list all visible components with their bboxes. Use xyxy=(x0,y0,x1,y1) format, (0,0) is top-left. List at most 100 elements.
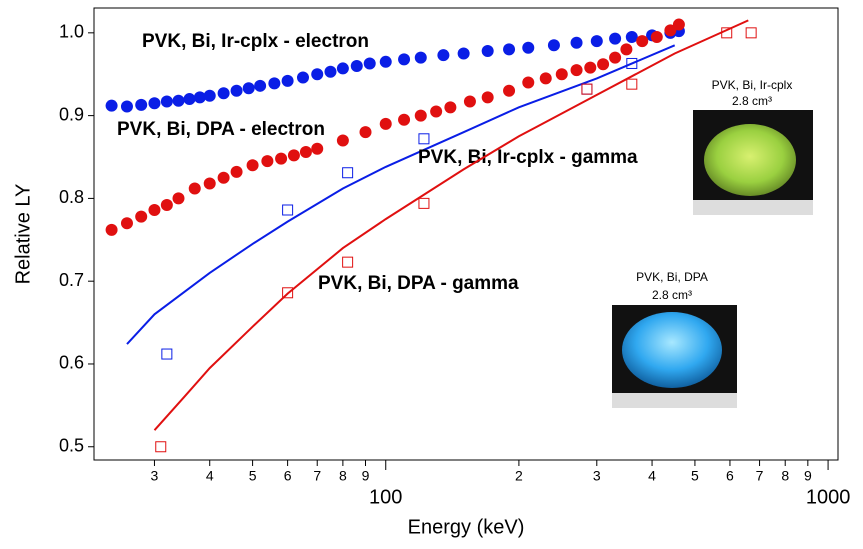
data-point xyxy=(275,153,287,165)
x-tick-label: 6 xyxy=(726,468,734,484)
data-point xyxy=(503,43,515,55)
x-tick-label: 4 xyxy=(206,468,214,484)
data-point xyxy=(503,85,515,97)
data-point xyxy=(582,84,592,94)
x-tick-label: 2 xyxy=(515,468,523,484)
chart: PVK, Bi, Ir-cplx 2.8 cm³ PVK, Bi, DPA 2.… xyxy=(0,0,863,549)
x-tick-label: 9 xyxy=(804,468,812,484)
x-tick-label: 7 xyxy=(313,468,321,484)
data-point xyxy=(324,66,336,78)
data-point xyxy=(620,43,632,55)
inset-caption: PVK, Bi, DPA xyxy=(636,270,708,284)
data-point xyxy=(636,35,648,47)
data-point xyxy=(609,52,621,64)
x-axis-label: Energy (keV) xyxy=(408,516,525,538)
y-tick-label: 0.6 xyxy=(59,353,84,373)
data-point xyxy=(556,68,568,80)
data-point xyxy=(297,72,309,84)
data-point xyxy=(398,114,410,126)
x-tick-label: 6 xyxy=(284,468,292,484)
data-point xyxy=(437,49,449,61)
data-point xyxy=(268,77,280,89)
x-tick-label: 4 xyxy=(648,468,656,484)
data-point xyxy=(651,31,663,43)
data-point xyxy=(419,198,429,208)
data-point xyxy=(204,90,216,102)
y-axis-label: Relative LY xyxy=(12,184,34,285)
data-point xyxy=(121,101,133,113)
data-point xyxy=(189,182,201,194)
data-point xyxy=(540,72,552,84)
data-point xyxy=(351,60,363,72)
data-point xyxy=(300,146,312,158)
data-point xyxy=(380,118,392,130)
data-point xyxy=(343,257,353,267)
data-point xyxy=(243,82,255,94)
data-point xyxy=(161,199,173,211)
data-point xyxy=(231,85,243,97)
data-point xyxy=(571,37,583,49)
series-label: PVK, Bi, DPA - electron xyxy=(117,119,325,140)
y-tick-label: 0.8 xyxy=(59,187,84,207)
x-tick-label: 7 xyxy=(756,468,764,484)
data-point xyxy=(430,105,442,117)
data-point xyxy=(458,48,470,60)
data-point xyxy=(482,91,494,103)
data-point xyxy=(218,87,230,99)
inset-photo xyxy=(693,110,813,215)
data-point xyxy=(482,45,494,57)
x-tick-label: 3 xyxy=(151,468,159,484)
data-point xyxy=(398,53,410,65)
data-point xyxy=(121,217,133,229)
data-point xyxy=(584,62,596,74)
data-point xyxy=(337,134,349,146)
inset-volume: 2.8 cm³ xyxy=(732,94,772,108)
data-point xyxy=(597,58,609,70)
data-point xyxy=(135,211,147,223)
data-point xyxy=(522,42,534,54)
y-tick-label: 1.0 xyxy=(59,22,84,42)
data-point xyxy=(288,149,300,161)
data-point xyxy=(627,79,637,89)
x-tick-label: 8 xyxy=(339,468,347,484)
y-tick-label: 0.7 xyxy=(59,270,84,290)
data-point xyxy=(204,178,216,190)
y-tick-label: 0.9 xyxy=(59,104,84,124)
data-point xyxy=(419,134,429,144)
data-point xyxy=(261,155,273,167)
data-point xyxy=(311,143,323,155)
x-tick-label: 5 xyxy=(249,468,257,484)
data-point xyxy=(106,224,118,236)
data-point xyxy=(106,100,118,112)
data-point xyxy=(415,52,427,64)
data-point xyxy=(364,57,376,69)
data-point xyxy=(161,96,173,108)
data-point xyxy=(311,68,323,80)
data-point xyxy=(156,442,166,452)
x-tick-label: 1000 xyxy=(806,486,851,508)
data-point xyxy=(254,80,266,92)
inset-caption: PVK, Bi, Ir-cplx xyxy=(712,78,793,92)
x-tick-label: 8 xyxy=(781,468,789,484)
data-point xyxy=(282,75,294,87)
series-label: PVK, Bi, Ir-cplx - gamma xyxy=(418,147,638,168)
data-point xyxy=(231,166,243,178)
data-point xyxy=(247,159,259,171)
data-point xyxy=(571,64,583,76)
series-label: PVK, Bi, Ir-cplx - electron xyxy=(142,31,369,52)
data-point xyxy=(626,31,638,43)
data-point xyxy=(444,101,456,113)
data-point xyxy=(582,84,592,94)
data-point xyxy=(415,110,427,122)
y-tick-label: 0.5 xyxy=(59,436,84,456)
data-point xyxy=(591,35,603,47)
data-point xyxy=(162,349,172,359)
data-point xyxy=(183,93,195,105)
data-point xyxy=(337,62,349,74)
data-point xyxy=(380,56,392,68)
data-point xyxy=(522,77,534,89)
data-point xyxy=(343,168,353,178)
x-tick-label: 9 xyxy=(362,468,370,484)
data-point xyxy=(173,95,185,107)
x-tick-label: 3 xyxy=(593,468,601,484)
